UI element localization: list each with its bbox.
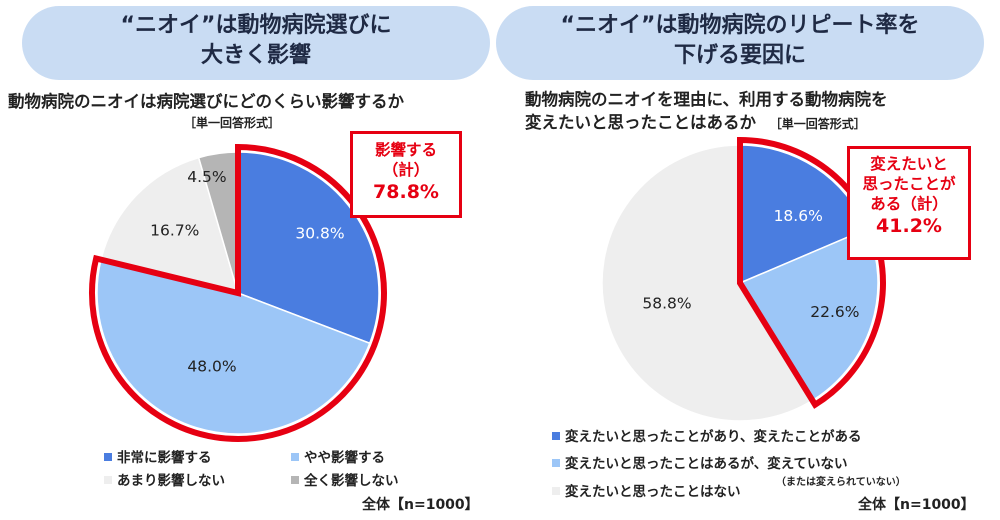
right-callout-line-2: 思ったことが [862,175,956,193]
left-pie-label-1: 30.8% [295,224,344,242]
right-banner-line-2: 下げる要因に [673,43,806,68]
left-pie-highlight-outline [89,143,387,442]
left-callout-line-1: 影響する [374,141,437,159]
right-callout: 変えたいと 思ったことが ある（計） 41.2% [847,146,971,260]
left-banner-line-2: 大きく影響 [200,43,311,68]
left-legend-swatch-2 [291,453,299,461]
left-callout-total: 78.8% [373,181,439,203]
left-sample-size: 全体【n=1000】 [362,497,479,513]
right-callout-line-3: ある（計） [870,195,948,213]
left-legend-item-2: やや影響する [291,446,385,466]
right-legend-label-2: 変えたいと思ったことはあるが、変えていない [565,456,848,472]
left-question: 動物病院のニオイは病院選びにどのくらい影響するか ［単一回答形式］ [8,90,404,135]
right-legend-sub-note: （または変えられていない） [776,477,906,488]
left-legend-label-4: 全く影響しない [304,473,399,489]
right-legend-label-1: 変えたいと思ったことがあり、変えたことがある [565,429,862,445]
right-legend-swatch-2 [552,459,560,467]
right-question: 動物病院のニオイを理由に、利用する動物病院を 変えたいと思ったことはあるか ［単… [525,88,888,136]
left-legend-swatch-1 [104,453,112,461]
left-pie-label-3: 16.7% [150,222,199,240]
right-pie-slice-3 [601,144,814,422]
left-question-type: ［単一回答形式］ [184,116,281,130]
left-legend-item-1: 非常に影響する [104,446,212,466]
left-legend-label-2: やや影響する [304,450,385,466]
left-callout-line-2: （計） [382,161,430,179]
left-legend-label-3: あまり影響しない [117,473,225,489]
right-callout-line-1: 変えたいと [870,155,948,173]
right-pie-label-2: 22.6% [810,303,859,321]
left-pie-label-2: 48.0% [187,358,236,376]
left-pie-label-4: 4.5% [187,168,226,186]
left-pie-slice-2 [96,258,371,435]
left-pie-slice-3 [100,156,240,295]
left-legend-swatch-3 [104,476,112,484]
right-legend-item-1: 変えたいと思ったことがあり、変えたことがある [552,425,861,445]
left-legend-item-4: 全く影響しない [291,469,399,489]
left-banner-line-1: “ニオイ”は動物病院選びに [120,13,392,38]
right-pie-label-1: 18.6% [774,207,823,225]
left-legend-swatch-4 [291,476,299,484]
right-legend-item-2: 変えたいと思ったことはあるが、変えていない [552,452,848,472]
right-pie-label-3: 58.8% [642,295,691,313]
left-callout: 影響する （計） 78.8% [350,131,462,218]
right-legend-swatch-3 [552,487,560,495]
right-legend-item-3: 変えたいと思ったことはない [552,480,741,500]
right-question-type: ［単一回答形式］ [769,117,866,131]
right-sample-size: 全体【n=1000】 [858,497,975,513]
right-legend-swatch-1 [552,432,560,440]
left-legend-item-3: あまり影響しない [104,469,225,489]
right-banner: “ニオイ”は動物病院のリピート率を 下げる要因に [496,6,984,80]
left-banner: “ニオイ”は動物病院選びに 大きく影響 [22,6,490,80]
right-banner-line-1: “ニオイ”は動物病院のリピート率を [560,13,920,38]
right-question-line-1: 動物病院のニオイを理由に、利用する動物病院を [525,90,888,109]
right-legend-label-3: 変えたいと思ったことはない [565,484,741,500]
right-question-line-2-text: 変えたいと思ったことはあるか [525,113,756,132]
left-question-text: 動物病院のニオイは病院選びにどのくらい影響するか [8,92,404,111]
right-callout-total: 41.2% [876,215,942,237]
left-legend-label-1: 非常に影響する [117,450,212,466]
right-question-line-2: 変えたいと思ったことはあるか ［単一回答形式］ [525,111,888,136]
